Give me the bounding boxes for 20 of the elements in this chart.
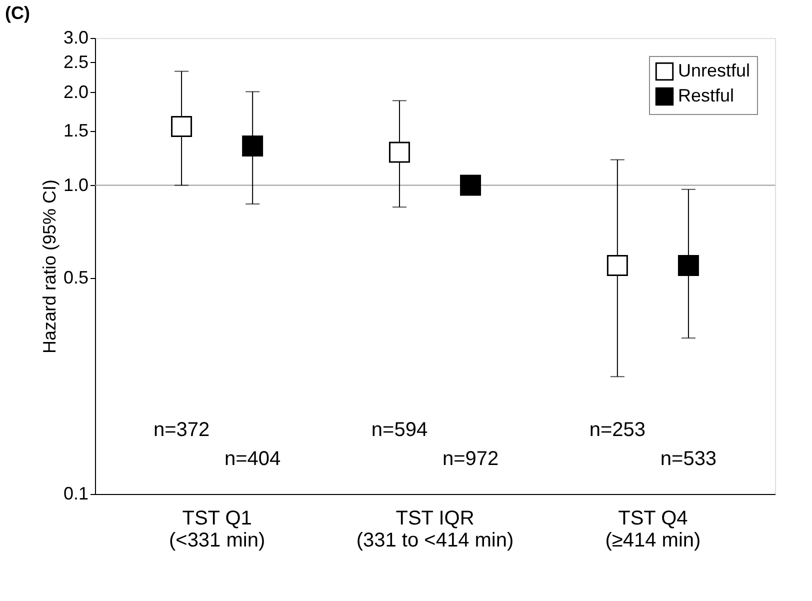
y-tick-label: 2.0 xyxy=(63,82,88,102)
annotation: n=594 xyxy=(371,419,428,441)
x-tick-label: TST IQR (331 to <414 min) xyxy=(356,508,514,552)
y-tick-label: 1.0 xyxy=(63,174,88,195)
y-tick-label: 3.0 xyxy=(63,28,88,48)
y-tick-label: 2.5 xyxy=(63,52,88,72)
x-tick-label: TST Q1 (<331 min) xyxy=(168,508,266,552)
annotation: n=972 xyxy=(442,448,499,470)
annotation: n=404 xyxy=(224,448,281,470)
legend-label: Restful xyxy=(678,86,734,106)
annotation: n=533 xyxy=(660,448,717,470)
y-tick-label: 0.1 xyxy=(63,484,88,504)
legend-label: Unrestful xyxy=(678,60,750,80)
y-tick-label: 0.5 xyxy=(63,268,88,288)
annotation: n=253 xyxy=(589,419,646,441)
y-axis-title: Hazard ratio (95% CI) xyxy=(39,179,60,354)
annotation: n=372 xyxy=(153,419,210,441)
x-tick-label: TST Q4 (≥414 min) xyxy=(605,508,701,552)
y-tick-label: 1.5 xyxy=(63,120,88,140)
chart-title: (C) xyxy=(5,3,30,23)
